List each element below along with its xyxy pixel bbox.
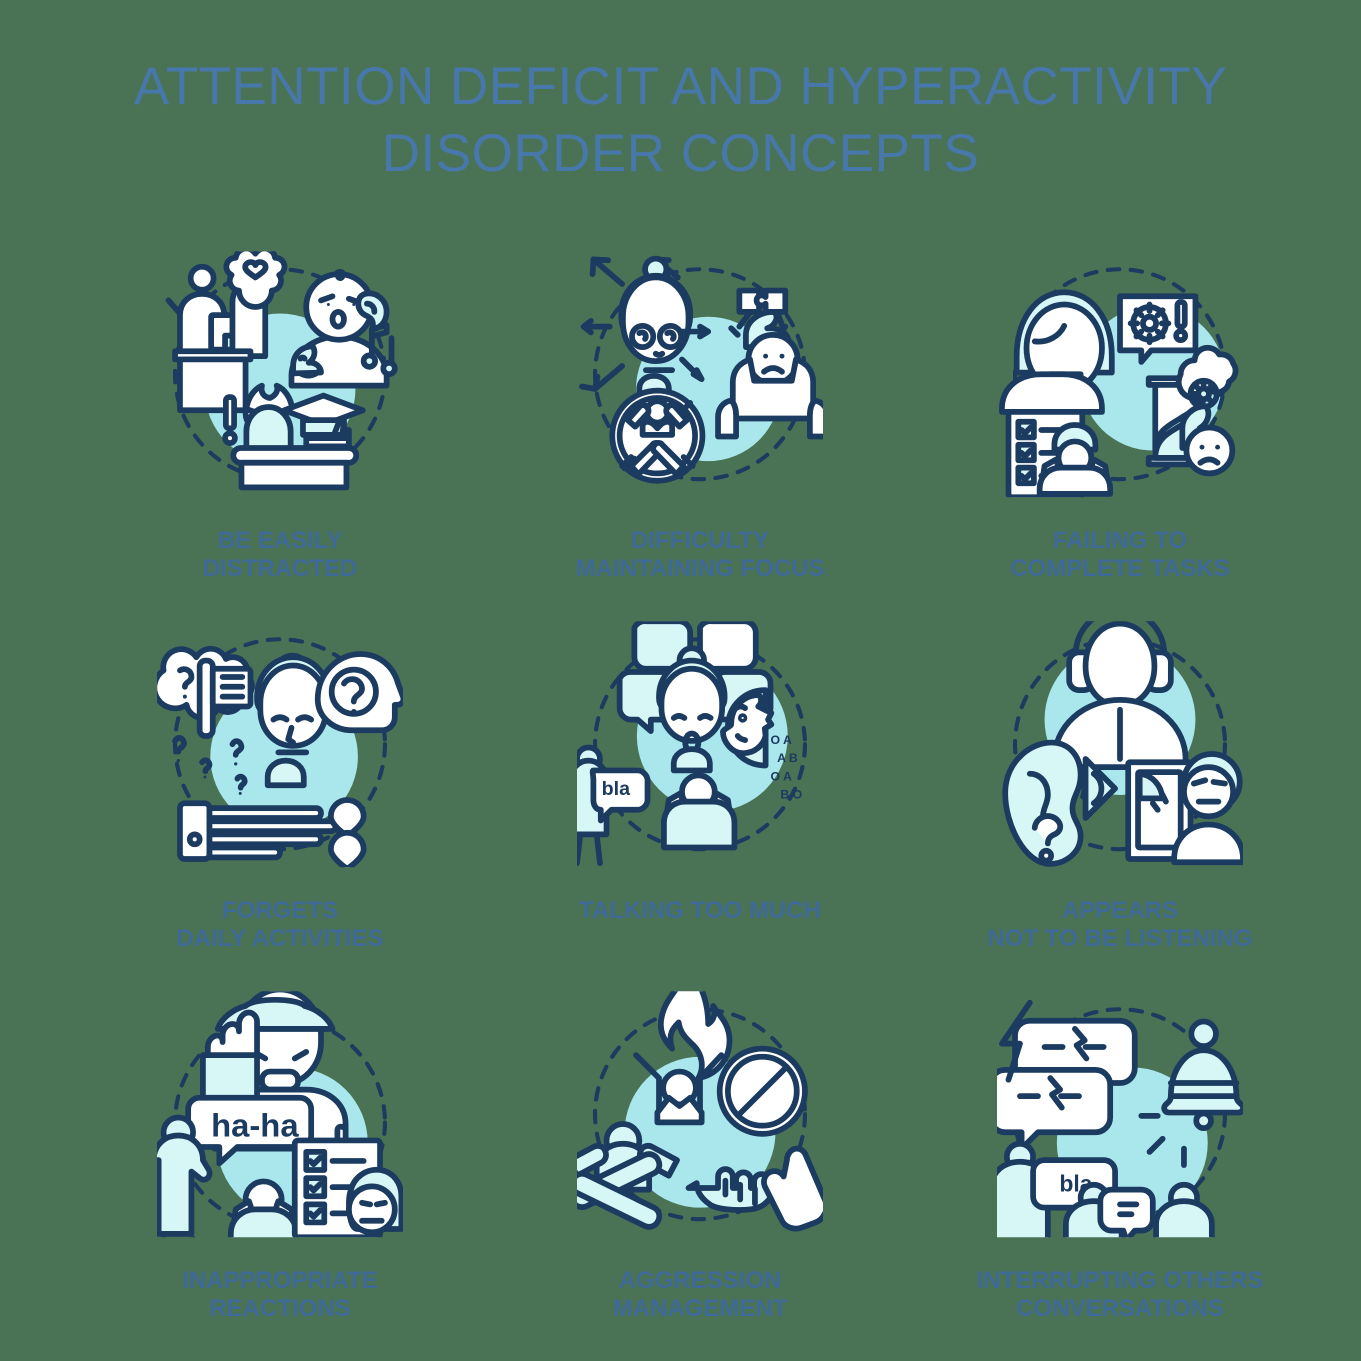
svg-text:O A: O A: [771, 733, 793, 747]
svg-text:B O: B O: [780, 787, 802, 801]
svg-text:O A: O A: [771, 769, 793, 783]
svg-text:ha-ha: ha-ha: [211, 1106, 299, 1143]
svg-text:bla: bla: [602, 778, 631, 800]
svg-text:A B: A B: [777, 751, 798, 765]
